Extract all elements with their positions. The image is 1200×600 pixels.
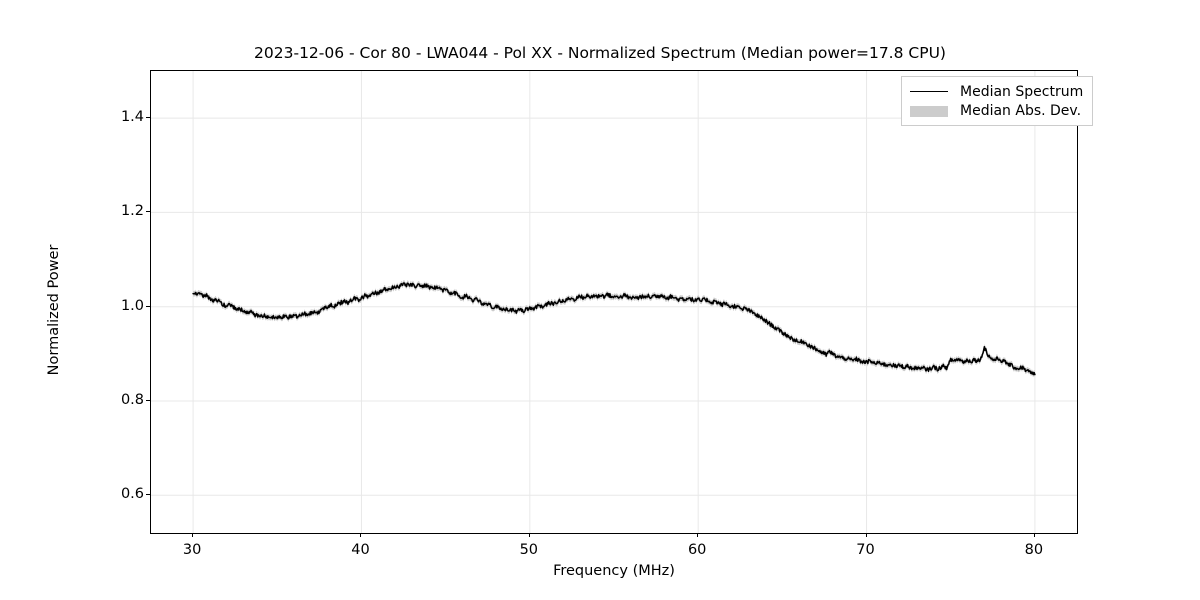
y-tick-label: 0.8: [120, 392, 144, 408]
y-axis-label: Normalized Power: [46, 244, 62, 376]
y-tick-mark: [146, 494, 150, 496]
y-tick-label: 1.4: [120, 109, 144, 126]
y-axis-tick-labels: 0.6 0.8 1.0 1.2 1.4: [96, 0, 144, 600]
plot-area: [150, 70, 1078, 534]
band-swatch-icon: [909, 104, 949, 118]
x-axis-label: Frequency (MHz): [553, 563, 675, 579]
y-tick-mark: [146, 211, 150, 213]
spectrum-plot-svg: [151, 71, 1077, 533]
x-tick-label: 80: [1024, 542, 1044, 558]
chart-title: 2023-12-06 - Cor 80 - LWA044 - Pol XX - …: [254, 44, 946, 62]
median-spectrum-line: [192, 282, 1036, 376]
y-tick-mark: [146, 305, 150, 307]
line-swatch-icon: [909, 85, 949, 99]
y-tick-label: 1.2: [120, 203, 144, 220]
x-tick-mark: [1033, 533, 1035, 537]
x-tick-mark: [697, 533, 699, 537]
y-tick-label: 0.6: [120, 486, 144, 503]
x-tick-mark: [360, 533, 362, 537]
x-tick-label: 30: [182, 542, 202, 558]
legend-label: Median Abs. Dev.: [960, 102, 1082, 119]
x-tick-label: 40: [351, 542, 370, 558]
x-tick-label: 70: [856, 542, 875, 558]
median-abs-dev-band: [193, 280, 1035, 378]
legend-item-median-abs-dev: Median Abs. Dev.: [909, 101, 1083, 120]
y-tick-label: 1.0: [120, 297, 144, 314]
legend-item-median-spectrum: Median Spectrum: [909, 82, 1083, 101]
y-tick-mark: [146, 117, 150, 119]
legend: Median Spectrum Median Abs. Dev.: [901, 76, 1094, 126]
x-tick-mark: [192, 533, 194, 537]
x-tick-mark: [865, 533, 867, 537]
gridlines: [151, 71, 1077, 533]
x-tick-label: 60: [687, 542, 707, 558]
x-tick-label: 50: [519, 542, 539, 558]
x-tick-mark: [528, 533, 530, 537]
legend-label: Median Spectrum: [960, 83, 1084, 100]
y-tick-mark: [146, 400, 150, 401]
